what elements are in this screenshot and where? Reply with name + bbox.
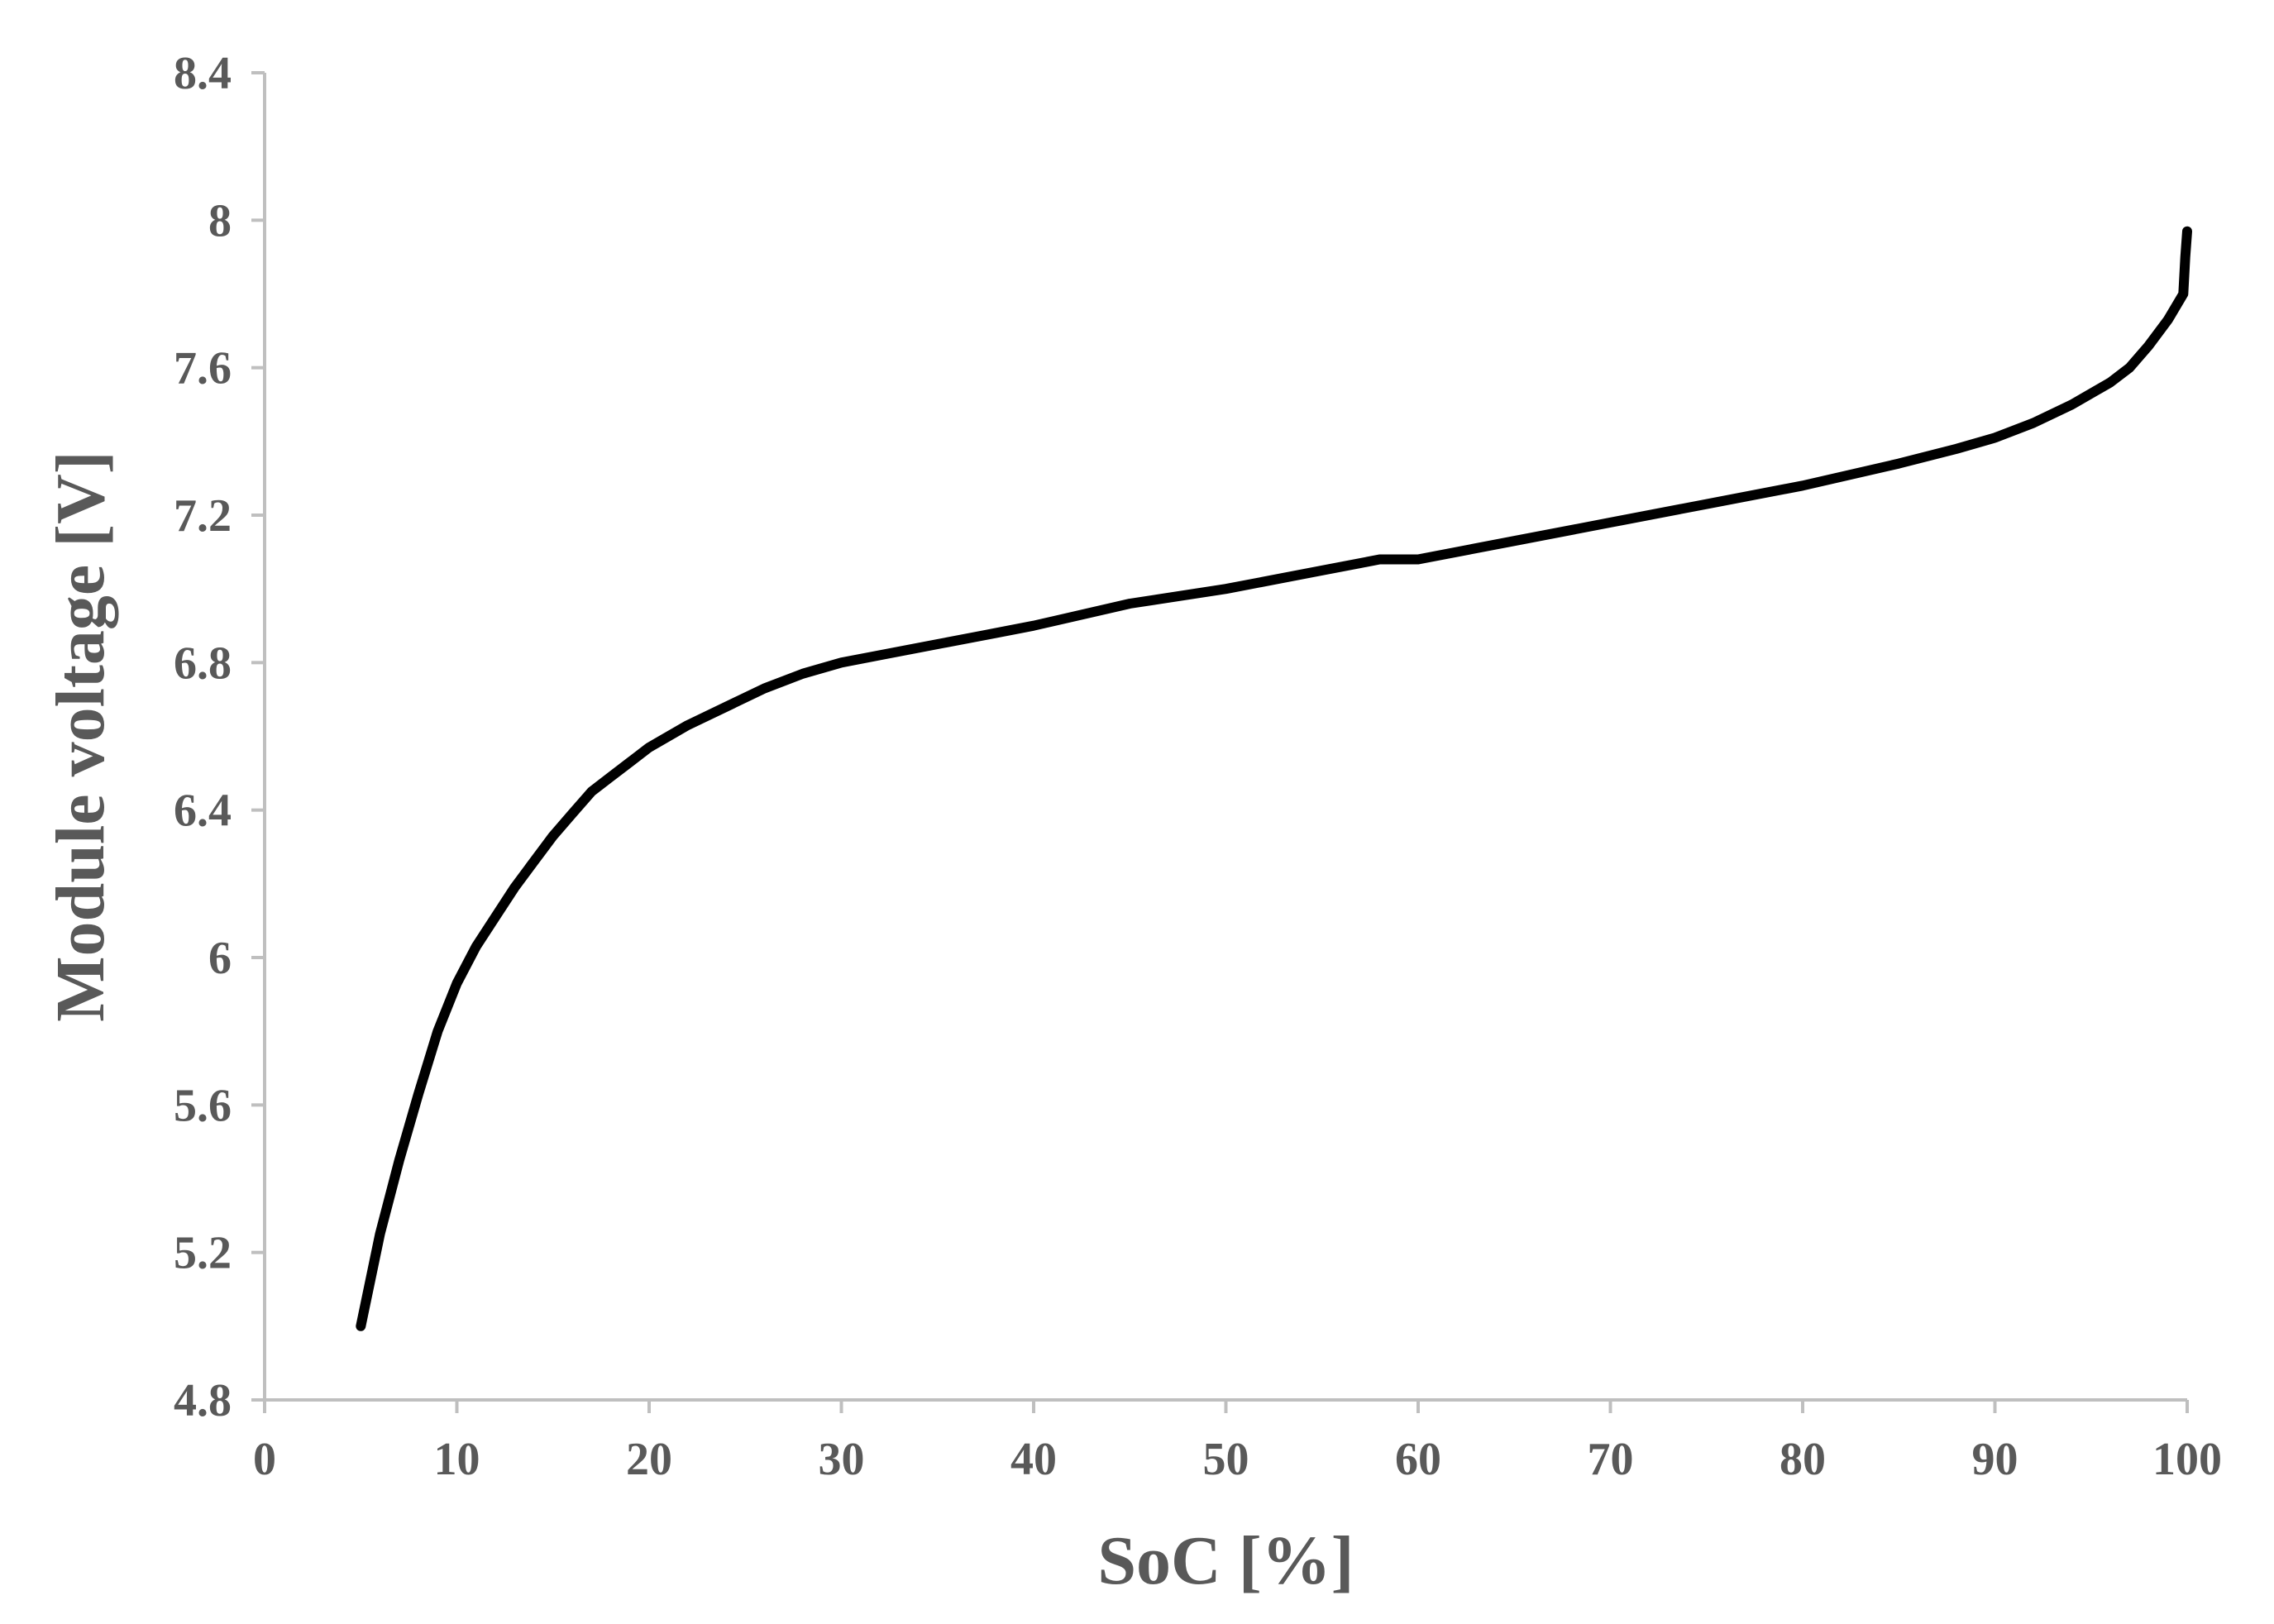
x-tick-label: 60 — [1395, 1434, 1441, 1485]
y-tick-label: 7.6 — [174, 343, 232, 394]
y-tick-label: 7.2 — [174, 490, 232, 542]
x-axis-title: SoC [%] — [1097, 1522, 1354, 1599]
x-tick-label: 100 — [2152, 1434, 2222, 1485]
y-axis-ticks: 4.8 5.2 5.6 6 6.4 6.8 7.2 7.6 8 8.4 — [174, 48, 265, 1426]
y-axis-title: Module voltage [V] — [42, 451, 119, 1022]
x-tick-label: 10 — [434, 1434, 480, 1485]
x-tick-label: 40 — [1010, 1434, 1057, 1485]
series-group — [356, 226, 2192, 1331]
y-tick-label: 6 — [208, 933, 232, 984]
x-tick-label: 30 — [819, 1434, 865, 1485]
y-tick-label: 4.8 — [174, 1375, 232, 1426]
y-tick-label: 8 — [208, 195, 232, 246]
x-tick-label: 20 — [626, 1434, 672, 1485]
x-tick-label: 50 — [1203, 1434, 1249, 1485]
y-tick-label: 6.8 — [174, 638, 232, 689]
y-tick-label: 5.6 — [174, 1080, 232, 1131]
y-tick-label: 5.2 — [174, 1228, 232, 1279]
x-axis-ticks: 0 10 20 30 40 50 60 70 80 90 100 — [253, 1400, 2222, 1485]
x-tick-label: 90 — [1972, 1434, 2018, 1485]
series-line — [356, 226, 2192, 1331]
x-tick-label: 80 — [1780, 1434, 1826, 1485]
x-tick-label: 70 — [1588, 1434, 1634, 1485]
x-tick-label: 0 — [253, 1434, 276, 1485]
y-tick-label: 8.4 — [174, 48, 232, 99]
y-tick-label: 6.4 — [174, 786, 232, 837]
